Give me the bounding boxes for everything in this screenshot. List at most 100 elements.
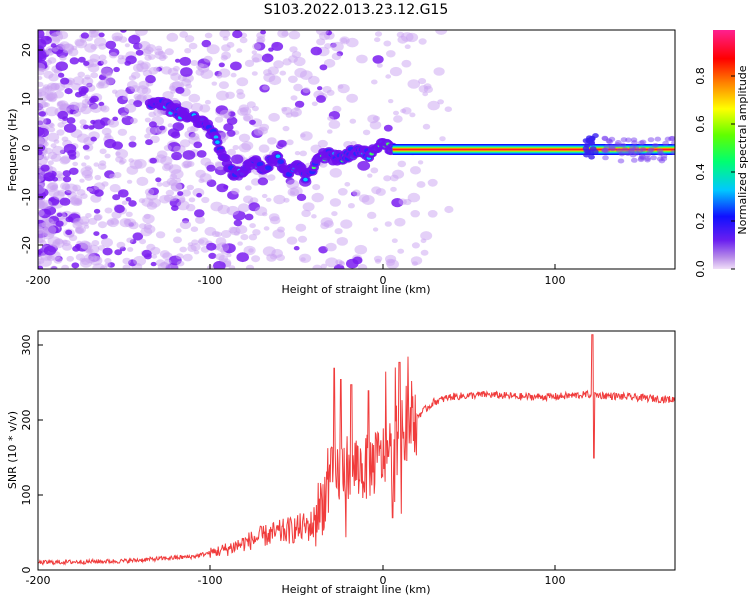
- spectrogram-cell: [56, 129, 65, 136]
- spectrogram-cell: [251, 105, 259, 112]
- spectrogram-cell: [172, 122, 185, 132]
- spectrogram-cell: [357, 160, 371, 171]
- spectrogram-cell: [175, 253, 184, 260]
- spectrogram-cell: [331, 52, 342, 61]
- spectrogram-cell: [232, 30, 243, 39]
- spectrogram-cell: [427, 210, 438, 218]
- colorbar-label: Normalized spectral amplitude: [736, 65, 749, 234]
- spectrogram-cell: [201, 196, 210, 204]
- spectrogram-cell: [222, 36, 229, 41]
- spectrogram-cell: [87, 255, 94, 261]
- spectrogram-cell: [283, 197, 290, 203]
- spectrogram-cell: [50, 31, 64, 42]
- spectrogram-cell: [126, 80, 138, 90]
- spectrogram-cell: [90, 119, 96, 125]
- spectrogram-cell: [81, 99, 91, 106]
- spectrogram-cell: [163, 144, 172, 152]
- spectrogram-panel: -200 -100 0 100 Height of straight line …: [6, 29, 676, 296]
- spectrogram-cell: [90, 72, 99, 79]
- spectrogram-cell: [169, 173, 178, 180]
- spectrogram-cell: [444, 205, 454, 214]
- spectrogram-cell: [180, 67, 193, 77]
- spectrogram-cell: [112, 194, 121, 201]
- spectrogram-cell: [294, 67, 307, 78]
- spectrogram-cell: [337, 188, 348, 196]
- spectrogram-cell: [126, 237, 134, 243]
- spectrogram-cell: [211, 230, 220, 238]
- spectrogram-cell: [62, 170, 71, 177]
- spectrogram-cell: [175, 58, 181, 63]
- spectrogram-cell: [119, 158, 127, 164]
- spectrogram-cell: [204, 99, 211, 105]
- spectrogram-cell: [85, 213, 92, 218]
- spectrogram-cell: [78, 216, 90, 225]
- spectrogram-cell: [92, 263, 105, 269]
- spectrogram-cell: [92, 119, 106, 130]
- spectrogram-cell: [159, 125, 166, 131]
- spectrogram-cell: [601, 135, 609, 141]
- spectrogram-cell: [100, 59, 108, 65]
- spectrogram-cell: [216, 183, 228, 193]
- spectrogram-cell: [50, 153, 62, 162]
- y-tick-label: 100: [20, 485, 33, 506]
- spectrogram-cell: [444, 106, 452, 112]
- spectrogram-cell: [141, 197, 154, 207]
- spectrogram-cell: [624, 151, 632, 156]
- snr-y-axis-label: SNR (10 * v/v): [6, 411, 19, 489]
- spectrogram-cell: [303, 177, 308, 182]
- spectrogram-cell: [311, 101, 318, 107]
- spectrogram-cell: [288, 75, 298, 84]
- spectrogram-cell: [133, 255, 147, 266]
- spectrogram-cell: [145, 166, 155, 174]
- spectrogram-cell: [197, 63, 210, 73]
- spectrogram-cell: [277, 140, 287, 148]
- spectrogram-cell: [671, 140, 675, 146]
- spectrogram-cell: [226, 129, 236, 137]
- spectrogram-cell: [302, 87, 311, 94]
- spectrogram-cell: [293, 246, 300, 251]
- spectrogram-cell: [327, 115, 334, 121]
- spectrogram-cell: [316, 95, 326, 103]
- spectrogram-cell: [265, 197, 272, 202]
- spectrogram-cell: [267, 137, 277, 145]
- spectrogram-cell: [122, 257, 131, 265]
- spectrogram-cell: [427, 178, 438, 187]
- spectrogram-y-axis-label: Frequency (Hz): [6, 109, 19, 192]
- spectrogram-cell: [57, 110, 69, 120]
- spectrogram-cell: [290, 95, 298, 101]
- spectrogram-cell: [301, 209, 311, 218]
- spectrogram-cell: [251, 50, 257, 55]
- spectrogram-cell: [300, 257, 306, 262]
- spectrogram-cell: [149, 157, 157, 164]
- x-tick-label: 0: [380, 274, 387, 287]
- spectrogram-cell: [346, 93, 358, 103]
- spectrogram-cell: [114, 204, 125, 214]
- spectrogram-cell: [206, 164, 216, 172]
- spectrogram-cell: [362, 129, 371, 136]
- spectrogram-cell: [83, 124, 89, 130]
- y-tick-label: -10: [20, 188, 33, 206]
- spectrogram-cell: [56, 101, 64, 107]
- spectrogram-cell: [114, 249, 123, 256]
- spectrogram-cell: [261, 193, 268, 199]
- spectrogram-cell: [79, 119, 87, 125]
- spectrogram-cell: [407, 79, 421, 89]
- spectrogram-cell: [393, 110, 399, 116]
- spectrogram-cell: [54, 238, 64, 245]
- spectrogram-cell: [38, 140, 44, 149]
- spectrogram-cell: [186, 184, 194, 191]
- spectrogram-cell: [315, 30, 329, 36]
- snr-panel: -200 -100 0 100 Height of straight line …: [6, 330, 676, 596]
- spectrogram-cell: [109, 52, 118, 59]
- spectrogram-cell: [423, 83, 432, 90]
- spectrogram-cell: [268, 213, 280, 222]
- spectrogram-cell: [245, 264, 255, 269]
- spectrogram-cell: [38, 154, 43, 160]
- spectrogram-cell: [100, 233, 108, 240]
- spectrogram-cell: [143, 224, 156, 234]
- spectrogram-cell: [196, 192, 203, 198]
- spectrogram-cell: [38, 209, 45, 217]
- spectrogram-cell: [68, 154, 77, 160]
- spectrogram-cell: [617, 158, 625, 164]
- spectrogram-cell: [238, 203, 250, 213]
